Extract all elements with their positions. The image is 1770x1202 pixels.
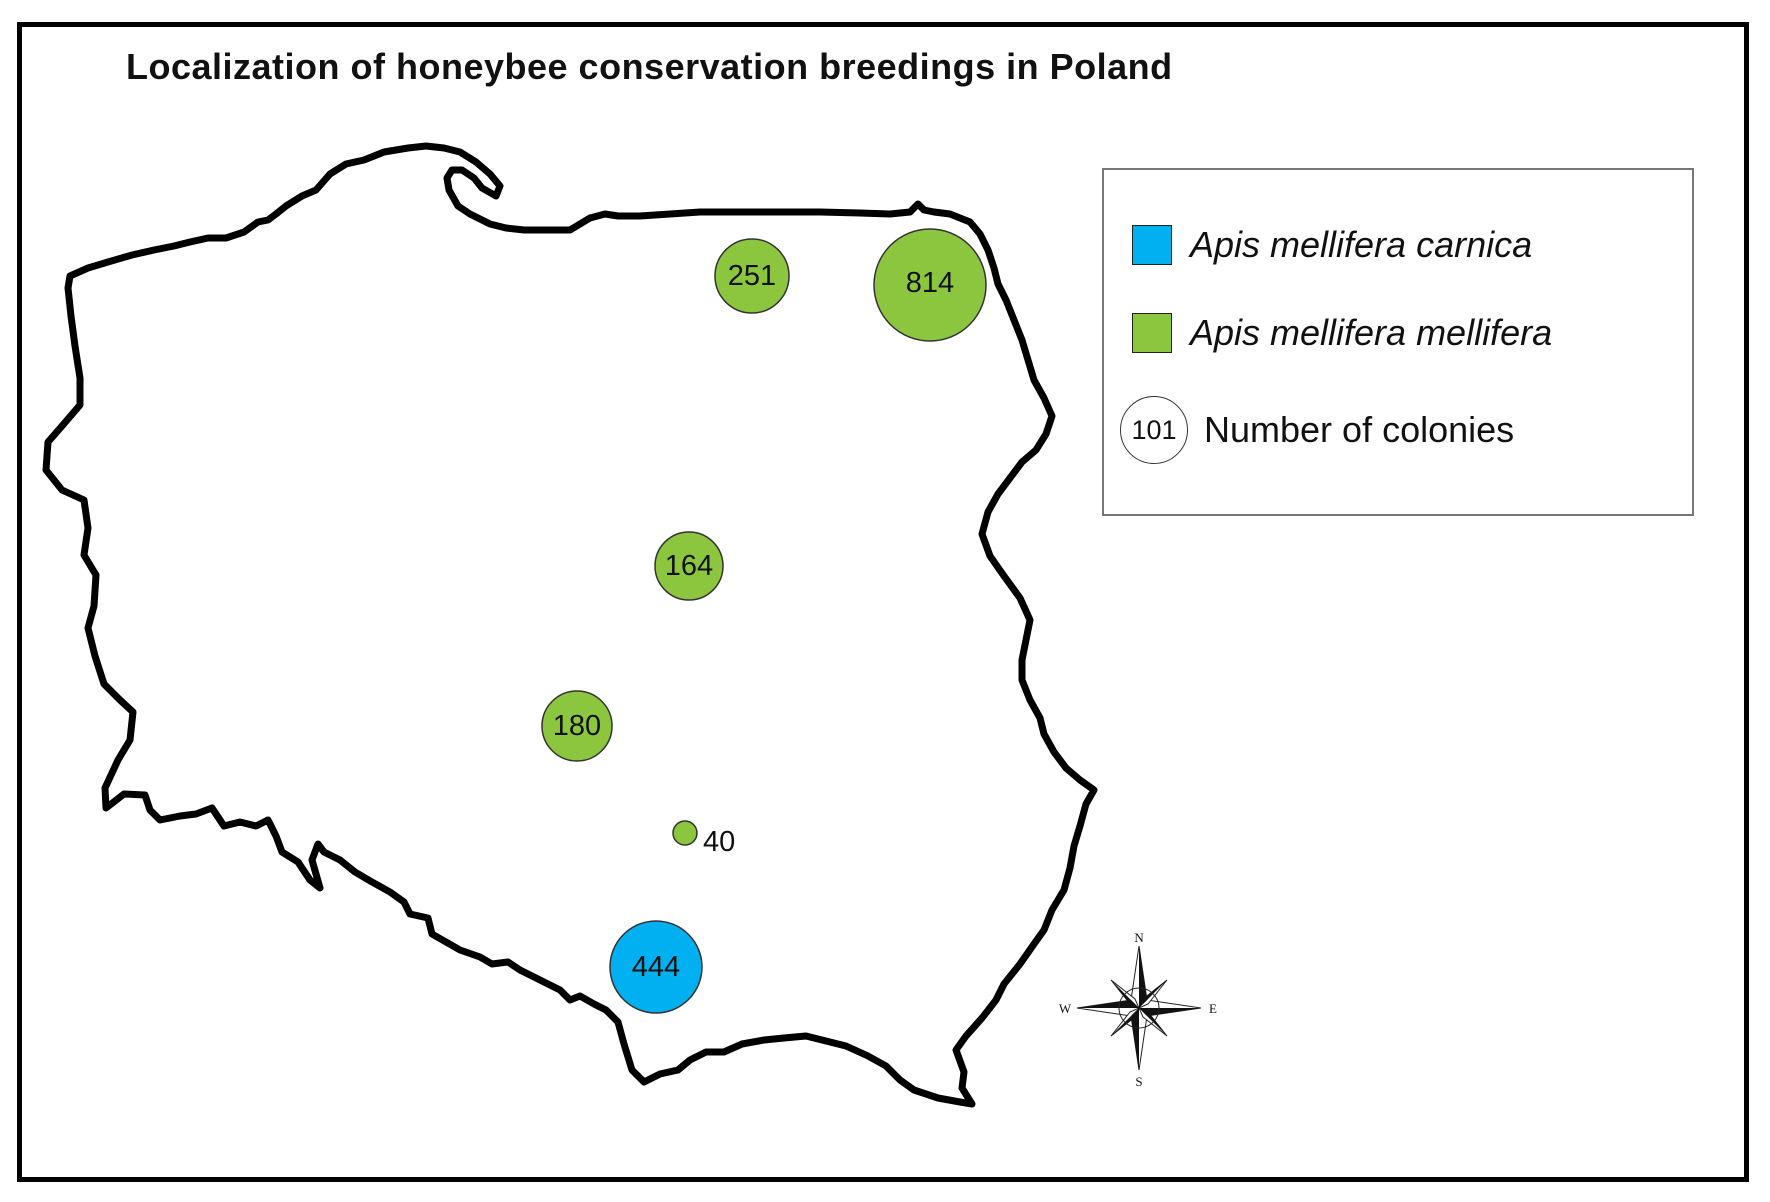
breeding-count-central: 164 <box>665 550 713 582</box>
compass-rose: N S W E <box>1059 930 1217 1089</box>
compass-e: E <box>1209 1001 1217 1016</box>
colony-count-symbol: 101 <box>1120 396 1188 464</box>
breeding-marker-central-west[interactable] <box>541 690 613 762</box>
legend-item-count: 101 Number of colonies <box>1120 396 1514 464</box>
legend-label-carnica: Apis mellifera carnica <box>1190 224 1533 265</box>
legend-item-carnica: Apis mellifera carnica <box>1132 224 1532 266</box>
colony-count-example: 101 <box>1131 414 1177 445</box>
map-legend: Apis mellifera carnica Apis mellifera me… <box>1102 168 1694 516</box>
carnica-swatch <box>1132 225 1172 265</box>
breeding-marker-south[interactable] <box>609 920 703 1014</box>
breeding-markers: 251 814 164 180 40 444 <box>541 228 987 1014</box>
breeding-count-north-1: 251 <box>728 260 776 292</box>
poland-outline <box>42 142 1098 1108</box>
legend-label-mellifera: Apis mellifera mellifera <box>1190 312 1553 353</box>
breeding-marker-north-1[interactable] <box>714 238 790 314</box>
breeding-count-south: 444 <box>632 951 680 983</box>
compass-n: N <box>1134 930 1144 945</box>
legend-item-mellifera: Apis mellifera mellifera <box>1132 312 1552 354</box>
compass-s: S <box>1135 1074 1142 1089</box>
compass-w: W <box>1059 1001 1072 1016</box>
breeding-marker-central[interactable] <box>654 531 724 601</box>
breeding-count-north-east: 814 <box>906 267 954 299</box>
breeding-marker-north-east[interactable] <box>873 228 987 342</box>
breeding-count-central-west: 180 <box>553 710 601 742</box>
mellifera-swatch <box>1132 313 1172 353</box>
legend-label-count: Number of colonies <box>1204 409 1515 450</box>
map-title: Localization of honeybee conservation br… <box>126 46 1173 87</box>
breeding-count-south-central: 40 <box>703 826 735 858</box>
breeding-marker-south-central[interactable] <box>672 820 698 846</box>
